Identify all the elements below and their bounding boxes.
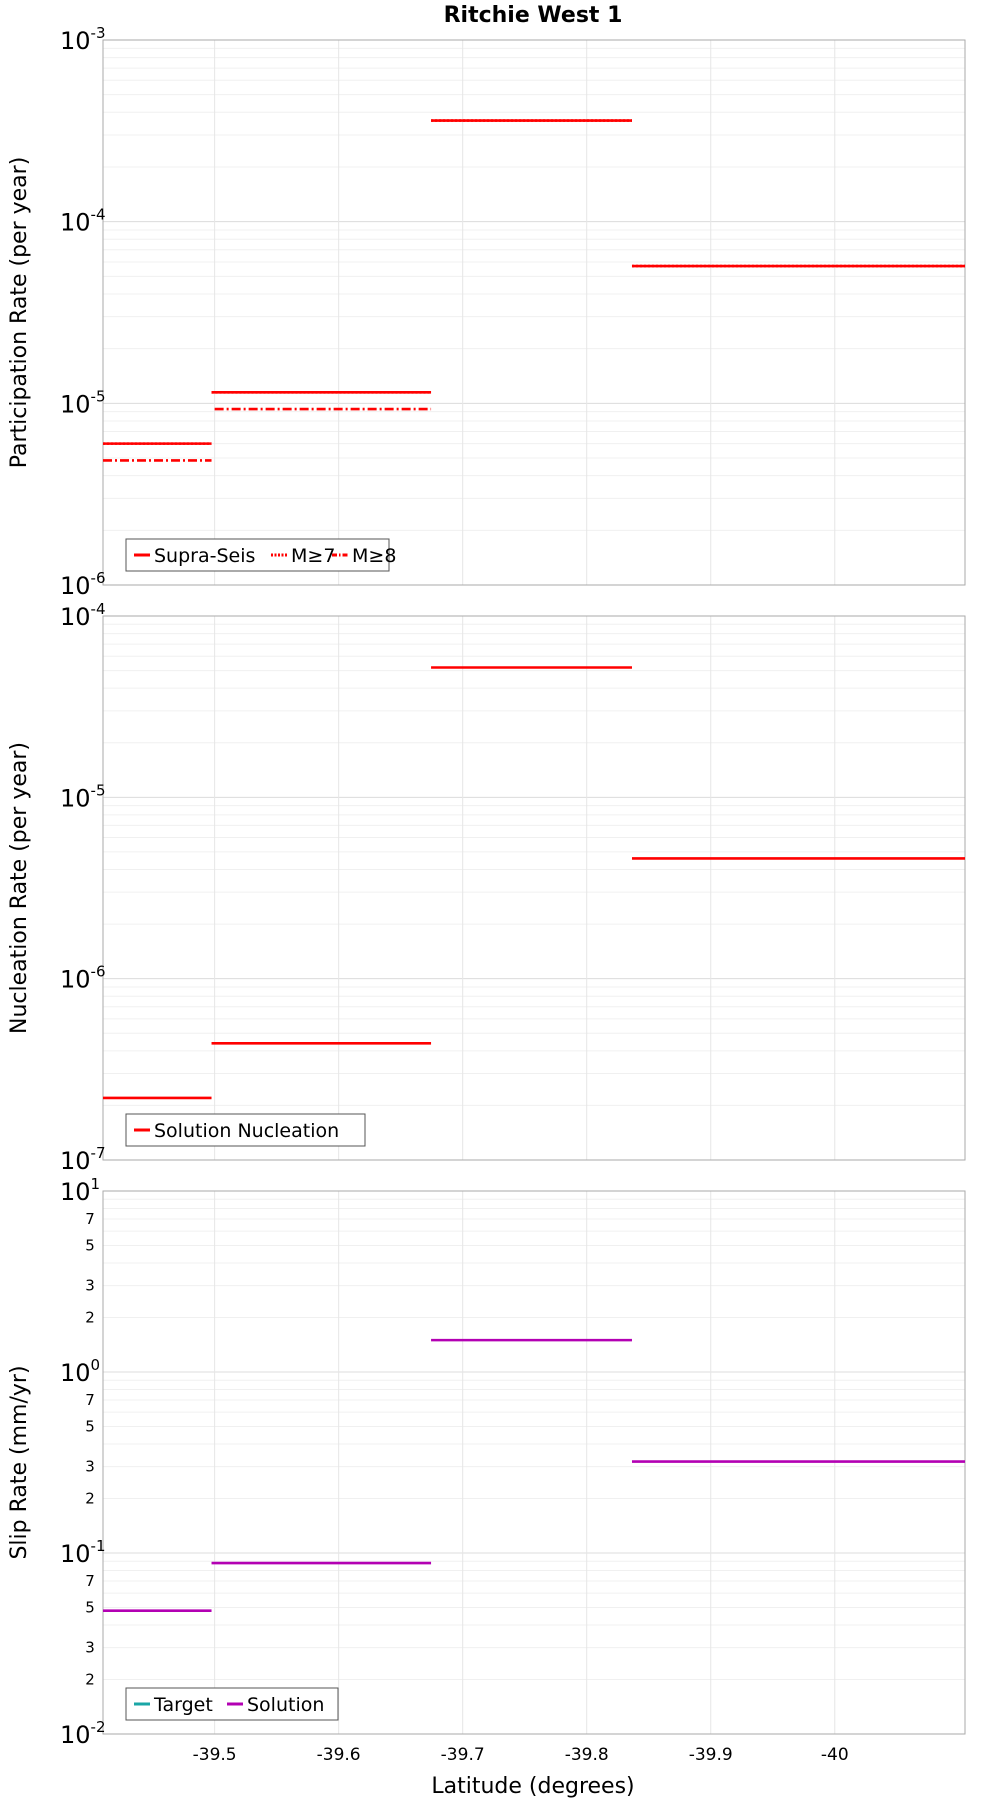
x-tick-label: -39.9	[689, 1745, 733, 1765]
y-axis-label: Slip Rate (mm/yr)	[7, 1365, 32, 1559]
panels: 10-6 10-5 10-4 10-3 Participation Rate (per …	[7, 24, 966, 1765]
legend-label: Solution Nucleation	[154, 1120, 339, 1142]
y-tick-label: 10-4	[60, 206, 106, 237]
panel-nucleation: 10-7 10-6 10-5 10-4 Nucleation Rate (per yea…	[7, 600, 966, 1175]
legend: Supra-Seis M≥7 M≥8	[125, 538, 396, 572]
x-tick-label: -39.7	[441, 1745, 485, 1765]
legend: Target Solution	[125, 1687, 339, 1721]
y-tick-label: 10-6	[60, 569, 106, 600]
legend: Solution Nucleation	[125, 1113, 366, 1147]
x-tick-label: -39.8	[565, 1745, 609, 1765]
y-tick-label: 10-4	[60, 600, 106, 631]
legend-label: M≥7	[291, 545, 335, 567]
y-tick-label: 10-3	[60, 24, 106, 55]
y-tick-label: 10-6	[60, 963, 106, 994]
y-tick-label: 10-2	[60, 1718, 106, 1749]
plot-frame	[102, 615, 966, 1161]
y-minor-tick-label: 5	[85, 1598, 95, 1616]
y-axis-label: Participation Rate (per year)	[7, 157, 32, 469]
y-minor-tick-label: 5	[85, 1417, 95, 1435]
y-minor-tick-label: 5	[85, 1236, 95, 1254]
y-tick-label: 10-7	[60, 1144, 106, 1175]
panel-slip: 10-2 10-1 100 101 2 3 5 7 2 3 5 7 2 3 5 7 Slip Rate (mm/…	[7, 1175, 966, 1749]
y-tick-label: 100	[60, 1356, 100, 1387]
y-minor-tick-label: 3	[85, 1277, 95, 1295]
legend-label: Target	[153, 1694, 213, 1716]
y-minor-tick-label: 2	[85, 1671, 95, 1689]
y-tick-label: 101	[60, 1175, 100, 1206]
chart-title: Ritchie West 1	[444, 3, 623, 28]
y-tick-label: 10-5	[60, 387, 106, 418]
y-minor-tick-label: 7	[85, 1572, 95, 1590]
x-axis-label: Latitude (degrees)	[431, 1774, 634, 1799]
y-minor-tick-label: 2	[85, 1490, 95, 1508]
y-tick-label: 10-5	[60, 781, 106, 812]
y-minor-tick-label: 7	[85, 1210, 95, 1228]
x-tick-label: -40	[821, 1745, 849, 1765]
x-tick-label: -39.5	[193, 1745, 237, 1765]
legend-label: Supra-Seis	[154, 545, 255, 567]
y-axis-label: Nucleation Rate (per year)	[7, 742, 32, 1034]
legend-label: M≥8	[352, 545, 396, 567]
y-minor-tick-label: 3	[85, 1639, 95, 1657]
legend-label: Solution	[247, 1694, 324, 1716]
y-minor-tick-label: 3	[85, 1458, 95, 1476]
x-tick-label: -39.6	[317, 1745, 361, 1765]
y-tick-label: 10-1	[60, 1537, 106, 1568]
y-minor-tick-label: 2	[85, 1309, 95, 1327]
x-ticks: -39.5 -39.6 -39.7 -39.8 -39.9 -40	[193, 1745, 849, 1765]
plot-frame	[102, 39, 966, 586]
y-minor-tick-label: 7	[85, 1391, 95, 1409]
legend-box	[125, 1113, 366, 1147]
panel-participation: 10-6 10-5 10-4 10-3 Participation Rate (per …	[7, 24, 966, 600]
